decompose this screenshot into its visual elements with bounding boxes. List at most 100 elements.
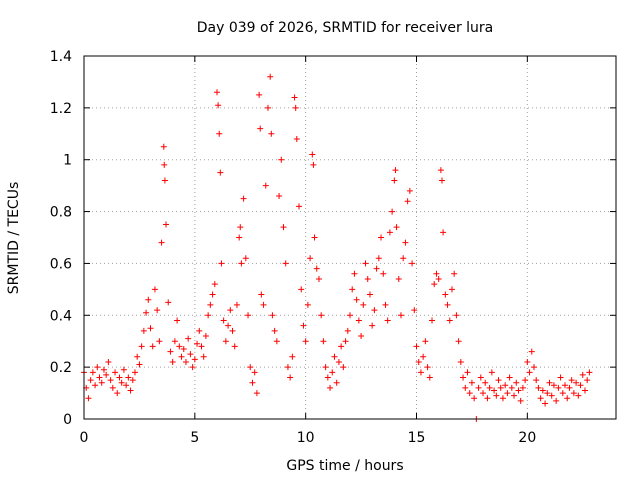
data-point [455, 338, 462, 345]
data-point [524, 358, 531, 365]
data-point [440, 229, 447, 236]
data-point [267, 73, 274, 80]
data-point [123, 382, 130, 389]
data-point [120, 366, 127, 373]
data-point [105, 358, 112, 365]
data-point [513, 379, 520, 386]
data-point [176, 343, 183, 350]
data-point [256, 91, 263, 98]
data-point [96, 374, 103, 381]
data-point [422, 338, 429, 345]
data-point [178, 353, 185, 360]
data-point [129, 377, 136, 384]
data-point [568, 377, 575, 384]
data-point [118, 379, 125, 386]
data-point [233, 301, 240, 308]
data-point [215, 102, 222, 109]
data-point [98, 379, 105, 386]
data-point [570, 390, 577, 397]
data-point [438, 177, 445, 184]
data-point [351, 270, 358, 277]
data-point [338, 343, 345, 350]
data-point [353, 296, 360, 303]
data-point [413, 343, 420, 350]
data-point [493, 392, 500, 399]
data-point [107, 377, 114, 384]
data-point [251, 369, 258, 376]
data-point [296, 203, 303, 210]
data-point [460, 374, 467, 381]
data-point [502, 382, 509, 389]
data-point [347, 312, 353, 319]
data-point [109, 384, 116, 391]
data-point [216, 130, 223, 137]
data-point [165, 299, 172, 306]
data-point [94, 364, 101, 371]
data-point [577, 382, 584, 389]
data-point [207, 301, 214, 308]
data-point [392, 167, 399, 174]
y-tick-label: 0.4 [50, 308, 72, 324]
y-tick-label: 1.2 [50, 101, 72, 117]
data-point [291, 94, 298, 101]
data-point [284, 364, 291, 371]
data-point [280, 224, 287, 231]
data-point [289, 353, 296, 360]
x-tick-label: 15 [408, 430, 426, 446]
data-point [302, 338, 309, 345]
data-point [313, 265, 320, 272]
y-tick-label: 0 [63, 412, 72, 428]
data-point [564, 395, 571, 402]
data-point [533, 377, 540, 384]
data-point [310, 161, 317, 168]
data-point [495, 377, 502, 384]
data-point [227, 307, 234, 314]
data-point [404, 198, 411, 205]
data-point [269, 312, 276, 319]
data-point [331, 353, 338, 360]
data-point [87, 377, 94, 384]
data-point [426, 374, 433, 381]
data-point [307, 255, 314, 262]
data-point [278, 156, 285, 163]
data-point [358, 333, 365, 340]
data-point [103, 371, 110, 378]
data-point [149, 343, 156, 350]
data-point [402, 239, 409, 246]
data-point [136, 361, 143, 368]
data-point [579, 371, 586, 378]
data-point [575, 392, 582, 399]
data-point [522, 377, 529, 384]
data-point [475, 384, 482, 391]
data-point [158, 239, 165, 246]
data-point [298, 286, 305, 293]
data-point [200, 353, 207, 360]
data-point [329, 369, 336, 376]
ticks-layer [83, 55, 616, 420]
data-point [453, 312, 460, 319]
data-point [187, 351, 194, 358]
data-point [260, 301, 267, 308]
data-point [468, 379, 475, 386]
data-point [433, 270, 440, 277]
data-point [559, 390, 566, 397]
data-point [360, 301, 367, 308]
data-point [391, 177, 398, 184]
data-point [415, 358, 422, 365]
data-point [236, 234, 243, 241]
data-point [292, 104, 299, 111]
data-point [480, 390, 486, 397]
data-point [114, 390, 121, 397]
data-point [327, 384, 334, 391]
data-point [573, 379, 580, 386]
data-point [218, 260, 225, 267]
data-point [486, 384, 493, 391]
x-tick-label: 20 [518, 430, 536, 446]
data-point [526, 369, 533, 376]
data-point [309, 151, 316, 158]
x-tick-label: 10 [297, 430, 315, 446]
data-point [506, 374, 513, 381]
data-point [546, 379, 553, 386]
data-point [143, 309, 150, 316]
data-point [451, 270, 458, 277]
